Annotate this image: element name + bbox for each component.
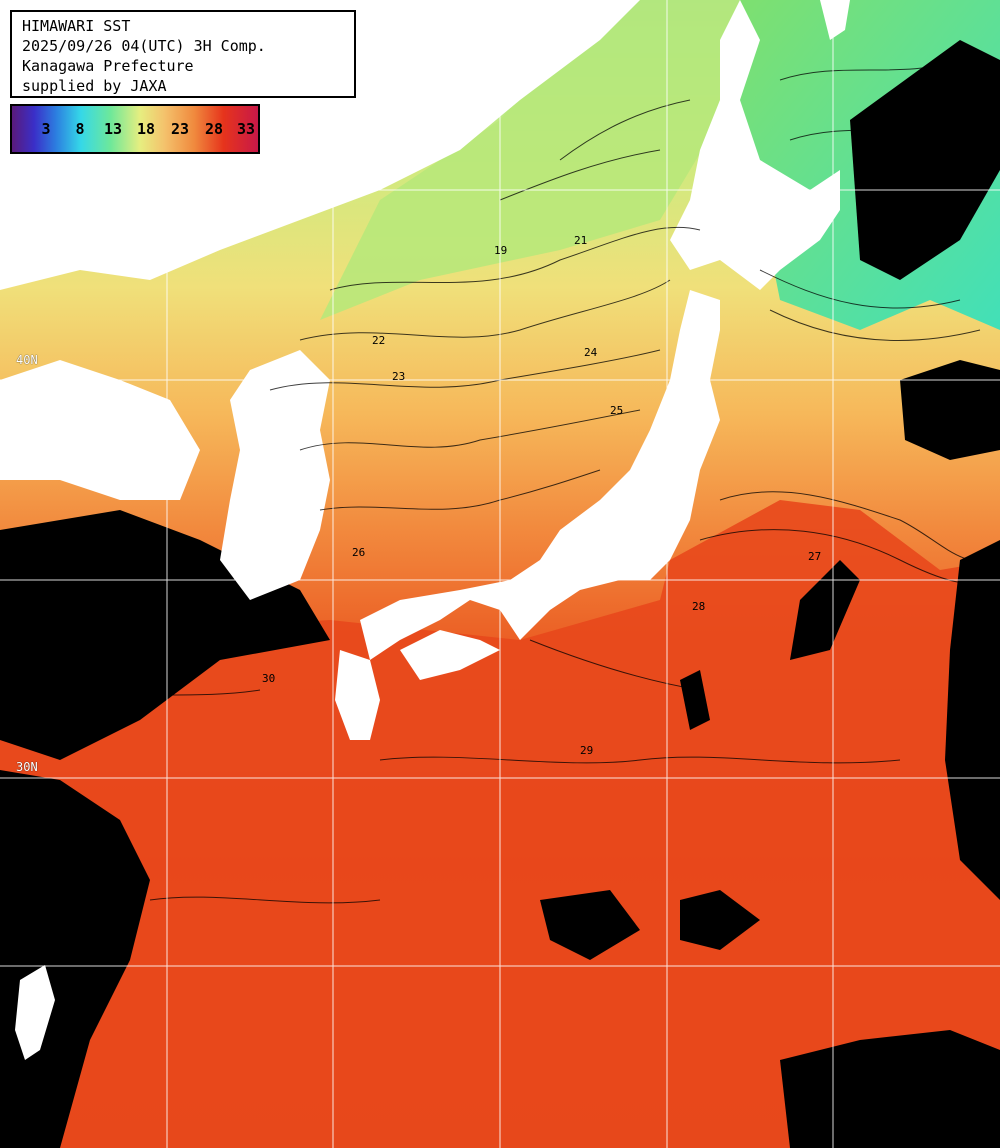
lat-40n-label: 40N [16,353,38,367]
legend-label: 8 [75,120,85,138]
contour-label: 29 [580,744,593,757]
prefecture-line: Kanagawa Prefecture [22,57,194,75]
legend-label: 18 [136,120,156,138]
timestamp-line: 2025/09/26 04(UTC) 3H Comp. [22,37,266,55]
lat-30n-label: 30N [16,760,38,774]
legend-label: 28 [204,120,224,138]
contour-label: 19 [494,244,507,257]
sea-of-japan-north [320,0,740,320]
legend-label: 33 [236,120,256,138]
contour-label: 24 [584,346,598,359]
contour-label: 25 [610,404,623,417]
temperature-color-legend: 3 8 13 18 23 28 33 [10,104,260,154]
contour-value-labels: 19 21 22 23 24 25 26 27 28 29 30 [262,234,821,757]
contour-label: 27 [808,550,821,563]
legend-label: 13 [103,120,123,138]
credit-line: supplied by JAXA [22,77,167,95]
contour-label: 30 [262,672,275,685]
contour-label: 26 [352,546,365,559]
title-line: HIMAWARI SST [22,17,131,35]
contour-label: 22 [372,334,385,347]
legend-label: 23 [170,120,190,138]
contour-label: 28 [692,600,705,613]
isotherm-contours [59,59,1000,904]
contour-label: 21 [574,234,587,247]
legend-label: 3 [41,120,51,138]
title-box: HIMAWARI SST 2025/09/26 04(UTC) 3H Comp.… [10,10,356,98]
contour-label: 23 [392,370,405,383]
